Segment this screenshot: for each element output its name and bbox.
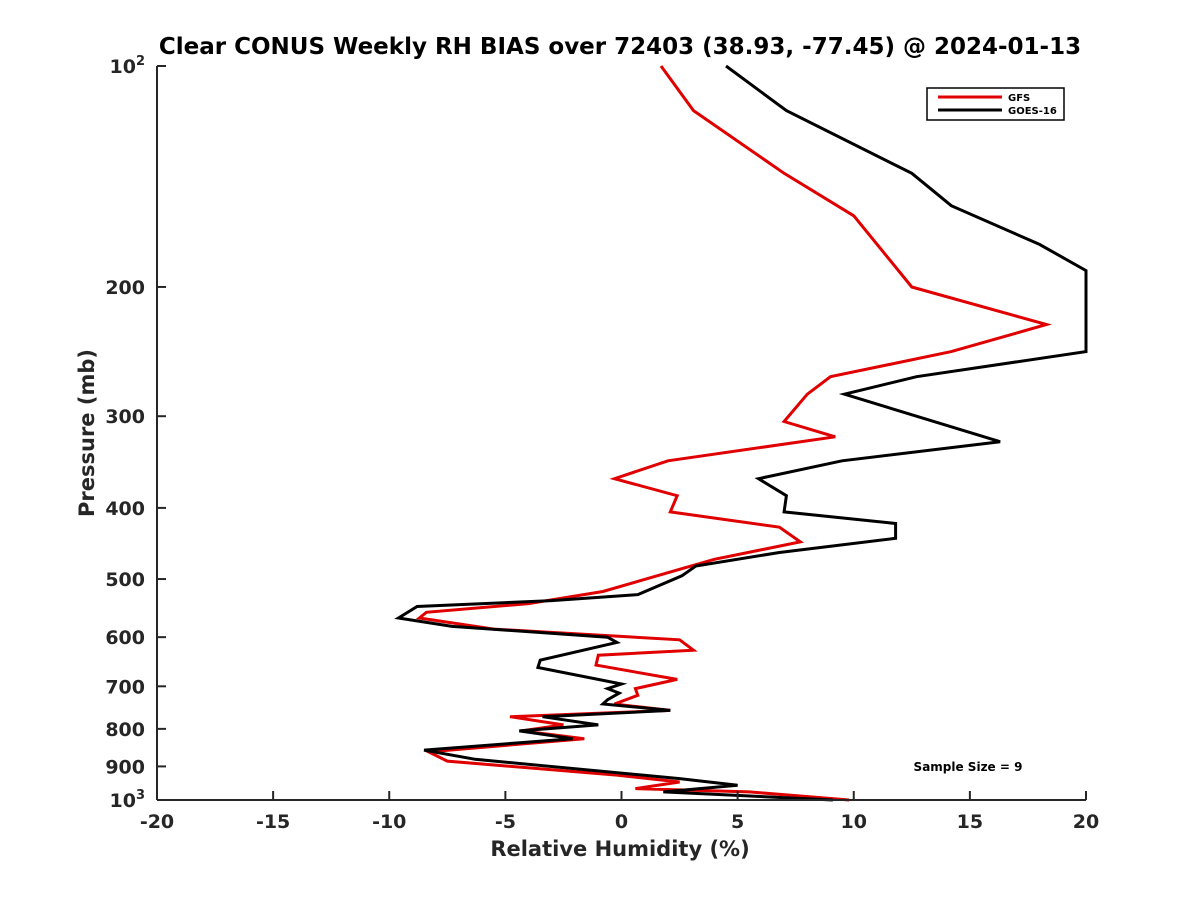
x-tick-label: 10 <box>841 811 867 833</box>
sample-size-annotation: Sample Size = 9 <box>914 760 1023 774</box>
x-tick-label: 15 <box>957 811 983 833</box>
y-tick-label: 700 <box>105 676 145 698</box>
y-tick-label: 600 <box>105 627 145 649</box>
x-tick-label: 5 <box>731 811 744 833</box>
axes: -20 -15 -10 -5 0 5 10 15 20 102 200 300 400 500 600 700… <box>105 54 1099 833</box>
y-tick-label: 800 <box>105 719 145 741</box>
y-tick-label: 400 <box>105 498 145 520</box>
y-tick-label: 500 <box>105 569 145 591</box>
x-axis-label: Relative Humidity (%) <box>490 837 749 861</box>
legend-box <box>926 87 1065 121</box>
x-tick-label: -15 <box>256 811 290 833</box>
x-tick-label: -20 <box>140 811 174 833</box>
y-tick-label: 900 <box>105 756 145 778</box>
series-line-goes16 <box>394 64 1088 802</box>
series-layer <box>394 64 1088 802</box>
y-tick-label: 102 <box>110 54 146 78</box>
y-tick-label: 300 <box>105 406 145 428</box>
legend-label-goes16: GOES-16 <box>1008 106 1057 117</box>
legend-label-gfs: GFS <box>1008 93 1030 104</box>
y-axis-label: Pressure (mb) <box>75 349 99 517</box>
x-tick-label: -10 <box>372 811 406 833</box>
x-tick-label: -5 <box>495 811 516 833</box>
x-tick-label: 20 <box>1073 811 1099 833</box>
plot-area <box>157 66 1086 800</box>
y-tick-label: 103 <box>110 788 146 812</box>
y-tick-label: 200 <box>105 277 145 299</box>
chart-title: Clear CONUS Weekly RH BIAS over 72403 (3… <box>159 34 1081 60</box>
plot-background <box>157 66 1086 800</box>
legend: GFS GOES-16 <box>926 87 1065 121</box>
x-tick-label: 0 <box>615 811 628 833</box>
